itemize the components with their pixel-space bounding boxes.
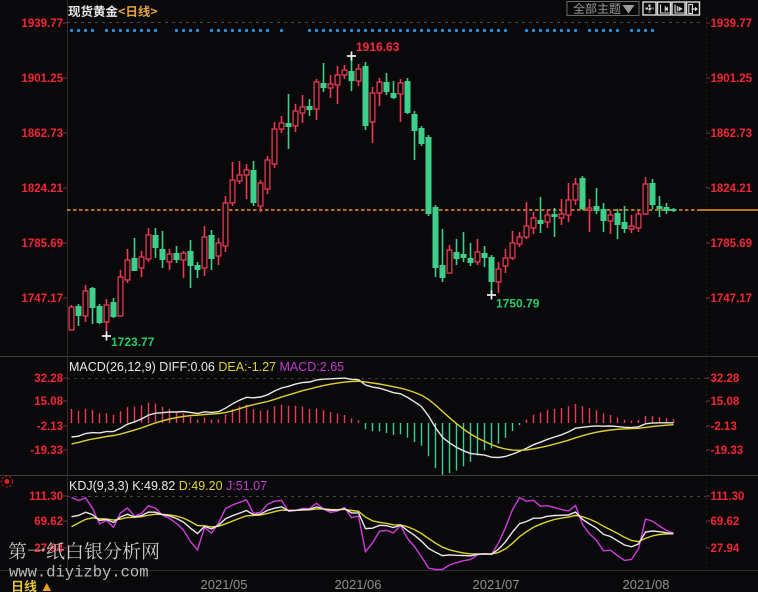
svg-text:15.08: 15.08: [711, 396, 740, 408]
svg-text:1939.77: 1939.77: [21, 18, 63, 30]
svg-text:-19.33: -19.33: [711, 445, 744, 457]
svg-text:www.diyizby.com: www.diyizby.com: [9, 564, 149, 582]
svg-text:2021/07: 2021/07: [473, 577, 520, 592]
svg-text:1824.21: 1824.21: [711, 183, 753, 195]
svg-text:1901.25: 1901.25: [21, 73, 63, 85]
svg-text:2021/06: 2021/06: [335, 577, 382, 592]
svg-text:1785.69: 1785.69: [711, 238, 753, 250]
svg-text:27.94: 27.94: [711, 543, 740, 555]
svg-text:-2.13: -2.13: [711, 421, 737, 433]
svg-text:1862.73: 1862.73: [711, 128, 753, 140]
svg-text:69.62: 69.62: [711, 516, 740, 528]
svg-text:32.28: 32.28: [711, 373, 740, 385]
svg-text:32.28: 32.28: [34, 373, 63, 385]
svg-text:111.30: 111.30: [711, 491, 745, 503]
svg-text:1824.21: 1824.21: [21, 183, 63, 195]
svg-text:27.94: 27.94: [34, 543, 63, 555]
svg-text:1862.73: 1862.73: [21, 128, 63, 140]
svg-text:69.62: 69.62: [34, 516, 63, 528]
svg-text:1750.79: 1750.79: [496, 297, 540, 311]
svg-text:1747.17: 1747.17: [711, 293, 753, 305]
svg-text:2021/08: 2021/08: [623, 577, 670, 592]
svg-text:1747.17: 1747.17: [21, 293, 63, 305]
svg-text:-19.33: -19.33: [30, 445, 63, 457]
svg-text:-2.13: -2.13: [37, 421, 63, 433]
svg-text:1901.25: 1901.25: [711, 73, 753, 85]
svg-text:KDJ(9,3,3) K:49.82 D:49.20 J:5: KDJ(9,3,3) K:49.82 D:49.20 J:51.07: [69, 479, 267, 493]
svg-text:2021/05: 2021/05: [201, 577, 248, 592]
svg-text:15.08: 15.08: [34, 396, 63, 408]
svg-text:1939.77: 1939.77: [711, 18, 753, 30]
svg-text:1916.63: 1916.63: [356, 40, 400, 54]
svg-text:1723.77: 1723.77: [111, 335, 155, 349]
svg-text:111.30: 111.30: [29, 491, 63, 503]
svg-text:MACD(26,12,9) DIFF:0.06 DEA:-1: MACD(26,12,9) DIFF:0.06 DEA:-1.27 MACD:2…: [69, 360, 344, 374]
svg-text:1785.69: 1785.69: [21, 238, 63, 250]
